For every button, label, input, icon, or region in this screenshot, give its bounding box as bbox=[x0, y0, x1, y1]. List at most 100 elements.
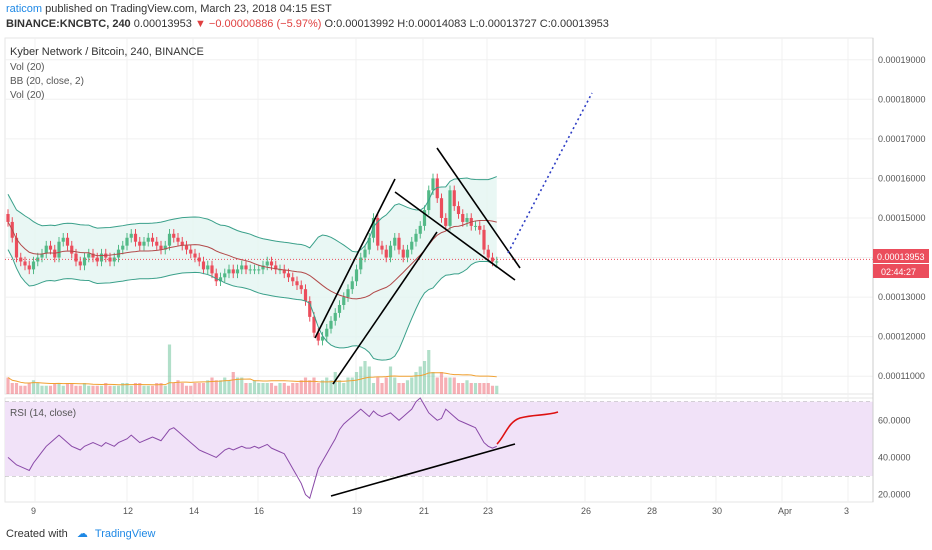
candle-body bbox=[48, 245, 53, 250]
flag-upper-line bbox=[436, 147, 521, 269]
volume-bar bbox=[65, 383, 70, 394]
candle-body bbox=[91, 253, 95, 258]
candle-body bbox=[295, 281, 299, 286]
candle-body bbox=[244, 265, 248, 270]
bollinger-fill bbox=[8, 176, 497, 361]
candle-body bbox=[461, 214, 465, 222]
price-tick-label: 0.00015000 bbox=[878, 213, 926, 223]
volume-bar bbox=[418, 366, 422, 394]
candle-body bbox=[112, 257, 116, 262]
volume-bar bbox=[461, 383, 465, 394]
volume-bar bbox=[303, 377, 308, 394]
candle-body bbox=[210, 265, 214, 274]
candle-body bbox=[78, 261, 82, 266]
candle-body bbox=[197, 257, 201, 262]
candle-body bbox=[227, 269, 231, 274]
rsi-tick-label: 40.0000 bbox=[878, 452, 911, 462]
volume-bar bbox=[473, 383, 478, 394]
candle-body bbox=[201, 261, 206, 270]
candle-body bbox=[269, 261, 274, 266]
candle-body bbox=[325, 328, 329, 337]
volume-bar bbox=[74, 385, 78, 394]
legend-title: Kyber Network / Bitcoin, 240, BINANCE bbox=[10, 46, 204, 58]
volume-bar bbox=[155, 383, 159, 394]
candle-body bbox=[495, 261, 499, 263]
volume-bar bbox=[316, 383, 320, 394]
candle-body bbox=[27, 265, 31, 270]
volume-bar bbox=[231, 372, 235, 394]
volume-bar bbox=[138, 383, 142, 394]
candle-body bbox=[74, 253, 78, 262]
volume-bar bbox=[448, 377, 452, 394]
candle-body bbox=[465, 217, 469, 222]
candle-body bbox=[376, 217, 380, 246]
volume-bar bbox=[388, 366, 393, 394]
candle-body bbox=[452, 190, 456, 207]
volume-bar bbox=[146, 385, 150, 394]
candle-body bbox=[342, 297, 346, 305]
candle-body bbox=[231, 269, 235, 274]
candle-body bbox=[87, 253, 91, 258]
rsi-trend-line bbox=[330, 443, 516, 497]
volume-bar bbox=[57, 383, 61, 394]
candle-body bbox=[308, 301, 312, 317]
time-tick-label: 23 bbox=[483, 506, 493, 516]
volume-bar bbox=[210, 377, 214, 394]
candle-body bbox=[439, 198, 444, 218]
volume-bar bbox=[163, 385, 167, 394]
candle-body bbox=[176, 237, 180, 242]
volume-bar bbox=[44, 385, 48, 394]
candle-body bbox=[65, 237, 70, 246]
candle-body bbox=[367, 237, 371, 250]
time-tick-label: 14 bbox=[189, 506, 199, 516]
volume-bar bbox=[269, 383, 274, 394]
change-value: −0.00000886 (−5.97%) bbox=[208, 18, 322, 30]
candle-body bbox=[359, 257, 363, 270]
volume-bar bbox=[265, 383, 269, 394]
candle-body bbox=[418, 225, 422, 234]
candle-body bbox=[363, 249, 367, 258]
volume-bar bbox=[320, 380, 325, 394]
candle-body bbox=[6, 214, 10, 222]
legend-vol-2[interactable]: Vol (20) bbox=[10, 90, 44, 101]
candle-body bbox=[172, 233, 176, 238]
volume-bar bbox=[159, 383, 163, 394]
candle-body bbox=[473, 225, 478, 227]
candle-body bbox=[82, 257, 87, 266]
volume-bar bbox=[108, 385, 112, 394]
volume-bar bbox=[248, 383, 252, 394]
candle-body bbox=[40, 253, 44, 258]
legend-rsi[interactable]: RSI (14, close) bbox=[10, 408, 76, 419]
volume-bar bbox=[27, 383, 31, 394]
candle-body bbox=[329, 320, 333, 329]
volume-bar bbox=[444, 377, 448, 394]
legend-bb[interactable]: BB (20, close, 2) bbox=[10, 76, 84, 87]
last-price: 0.00013953 bbox=[133, 18, 192, 30]
volume-bar bbox=[257, 383, 261, 394]
candle-body bbox=[167, 233, 172, 246]
time-tick-label: 26 bbox=[581, 506, 591, 516]
volume-bar bbox=[299, 380, 303, 394]
candle-body bbox=[70, 245, 74, 254]
volume-bar bbox=[193, 383, 197, 394]
channel-lower-line bbox=[332, 231, 438, 385]
volume-bar bbox=[240, 377, 244, 394]
volume-bar bbox=[325, 377, 329, 394]
volume-bar bbox=[422, 361, 427, 394]
author-link[interactable]: raticom bbox=[6, 3, 43, 15]
flag-lower-line bbox=[394, 191, 516, 281]
volume-bar bbox=[40, 385, 44, 394]
chart-canvas[interactable]: 0.00019000 0.00018000 0.00017000 0.00016000… bbox=[0, 36, 932, 524]
bollinger-lower-line bbox=[7, 249, 498, 361]
overlays bbox=[5, 176, 873, 500]
legend-vol[interactable]: Vol (20) bbox=[10, 62, 44, 73]
candle-body bbox=[121, 245, 125, 250]
candle-body bbox=[388, 245, 393, 258]
candle-body bbox=[99, 253, 104, 262]
volume-bar bbox=[206, 380, 210, 394]
candle-body bbox=[393, 237, 397, 246]
tradingview-link[interactable]: TradingView bbox=[94, 528, 156, 540]
volume-bar bbox=[184, 385, 189, 394]
candle-body bbox=[299, 285, 303, 290]
volume-bar bbox=[465, 380, 469, 394]
